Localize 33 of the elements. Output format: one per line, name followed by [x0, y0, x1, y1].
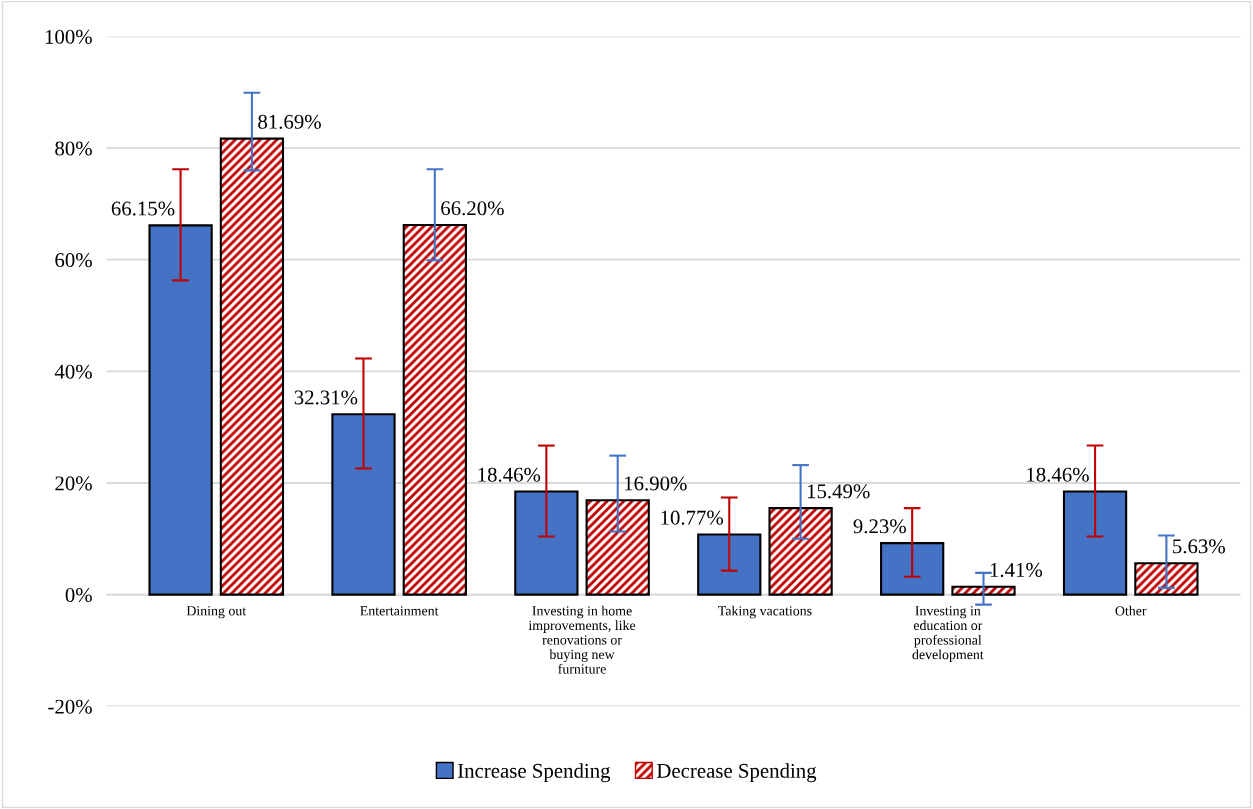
bar	[148, 224, 213, 596]
data-label: 66.15%	[111, 201, 175, 216]
data-label: 10.77%	[661, 510, 724, 525]
data-label: 9.23%	[853, 519, 906, 534]
y-tick-label: 60%	[55, 253, 92, 268]
x-tick-label: Entertainment	[360, 606, 439, 616]
y-tick-label: 80%	[55, 141, 92, 156]
y-tick-label: 40%	[54, 364, 92, 379]
x-tick-label: Investing in home improvements, like renovations or buying new furniture	[528, 605, 636, 674]
x-tick-label: Other	[1115, 605, 1147, 616]
data-label: 1.41%	[990, 562, 1043, 578]
data-label: 32.31%	[294, 390, 358, 405]
y-tick-label: 0%	[65, 587, 92, 603]
data-label: 16.90%	[625, 476, 687, 491]
bar	[880, 542, 945, 596]
data-label: 5.63%	[1173, 539, 1225, 554]
data-label: 66.20%	[441, 201, 504, 216]
x-tick-label: Investing in education or professional development	[912, 606, 984, 663]
y-tick-label: 100%	[45, 29, 92, 44]
bar	[1062, 490, 1128, 596]
data-label: 18.46%	[478, 467, 541, 482]
y-tick-label: -20%	[48, 699, 92, 714]
data-label: 18.46%	[1027, 467, 1089, 482]
y-tick-label: 20%	[55, 476, 92, 491]
bar	[331, 413, 396, 596]
legend-label: Increase Spending	[457, 763, 611, 783]
data-label: 15.49%	[807, 484, 870, 499]
bar	[514, 490, 579, 596]
legend-label: Decrease Spending	[656, 763, 817, 783]
x-tick-label: Dining out	[186, 606, 247, 619]
x-tick-label: Taking vacations	[718, 605, 812, 619]
data-label: 81.69%	[258, 114, 321, 129]
bar	[697, 533, 762, 596]
